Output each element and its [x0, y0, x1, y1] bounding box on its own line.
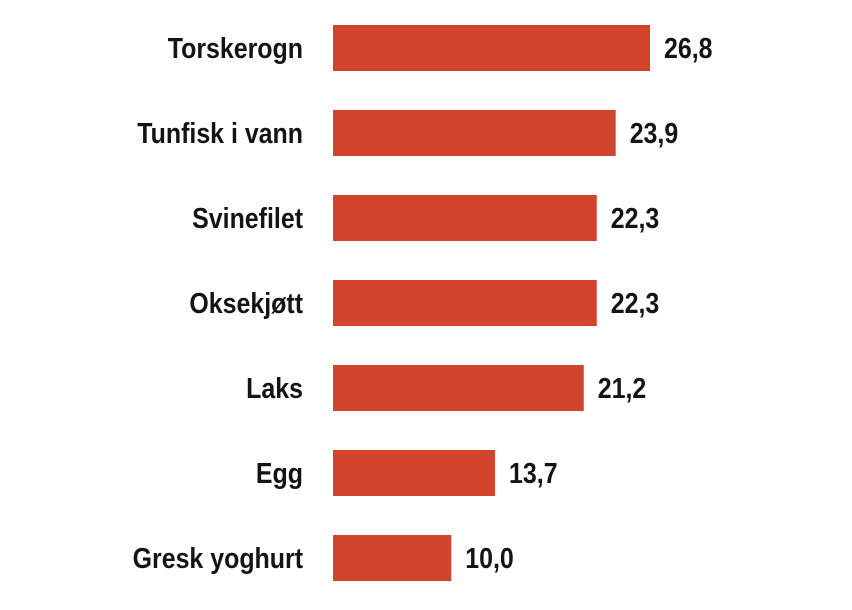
bar — [333, 25, 650, 71]
bar-group: Svinefilet 22,3 — [192, 195, 659, 241]
value-label: 22,3 — [611, 287, 660, 319]
value-label: 21,2 — [598, 372, 647, 404]
value-label: 13,7 — [509, 457, 558, 489]
value-label: 10,0 — [465, 542, 514, 574]
bar — [333, 365, 584, 411]
bar-group: Tunfisk i vann 23,9 — [137, 110, 678, 156]
bar — [333, 110, 616, 156]
category-label: Oksekjøtt — [189, 287, 303, 319]
bar-group: Gresk yoghurt 10,0 — [133, 535, 514, 581]
bar — [333, 280, 597, 326]
value-label: 26,8 — [664, 32, 713, 64]
bar — [333, 450, 496, 496]
value-label: 22,3 — [611, 202, 660, 234]
bar-group: Egg 13,7 — [256, 450, 558, 496]
category-label: Laks — [246, 372, 303, 404]
category-label: Gresk yoghurt — [133, 542, 303, 574]
bar-group: Laks 21,2 — [246, 365, 646, 411]
category-label: Torskerogn — [168, 32, 303, 64]
category-label: Svinefilet — [192, 202, 303, 234]
category-label: Tunfisk i vann — [137, 117, 303, 149]
value-label: 23,9 — [630, 117, 679, 149]
bar-group: Torskerogn 26,8 — [168, 25, 713, 71]
category-label: Egg — [256, 457, 303, 489]
bar — [333, 195, 597, 241]
bar — [333, 535, 452, 581]
bar-group: Oksekjøtt 22,3 — [189, 280, 659, 326]
